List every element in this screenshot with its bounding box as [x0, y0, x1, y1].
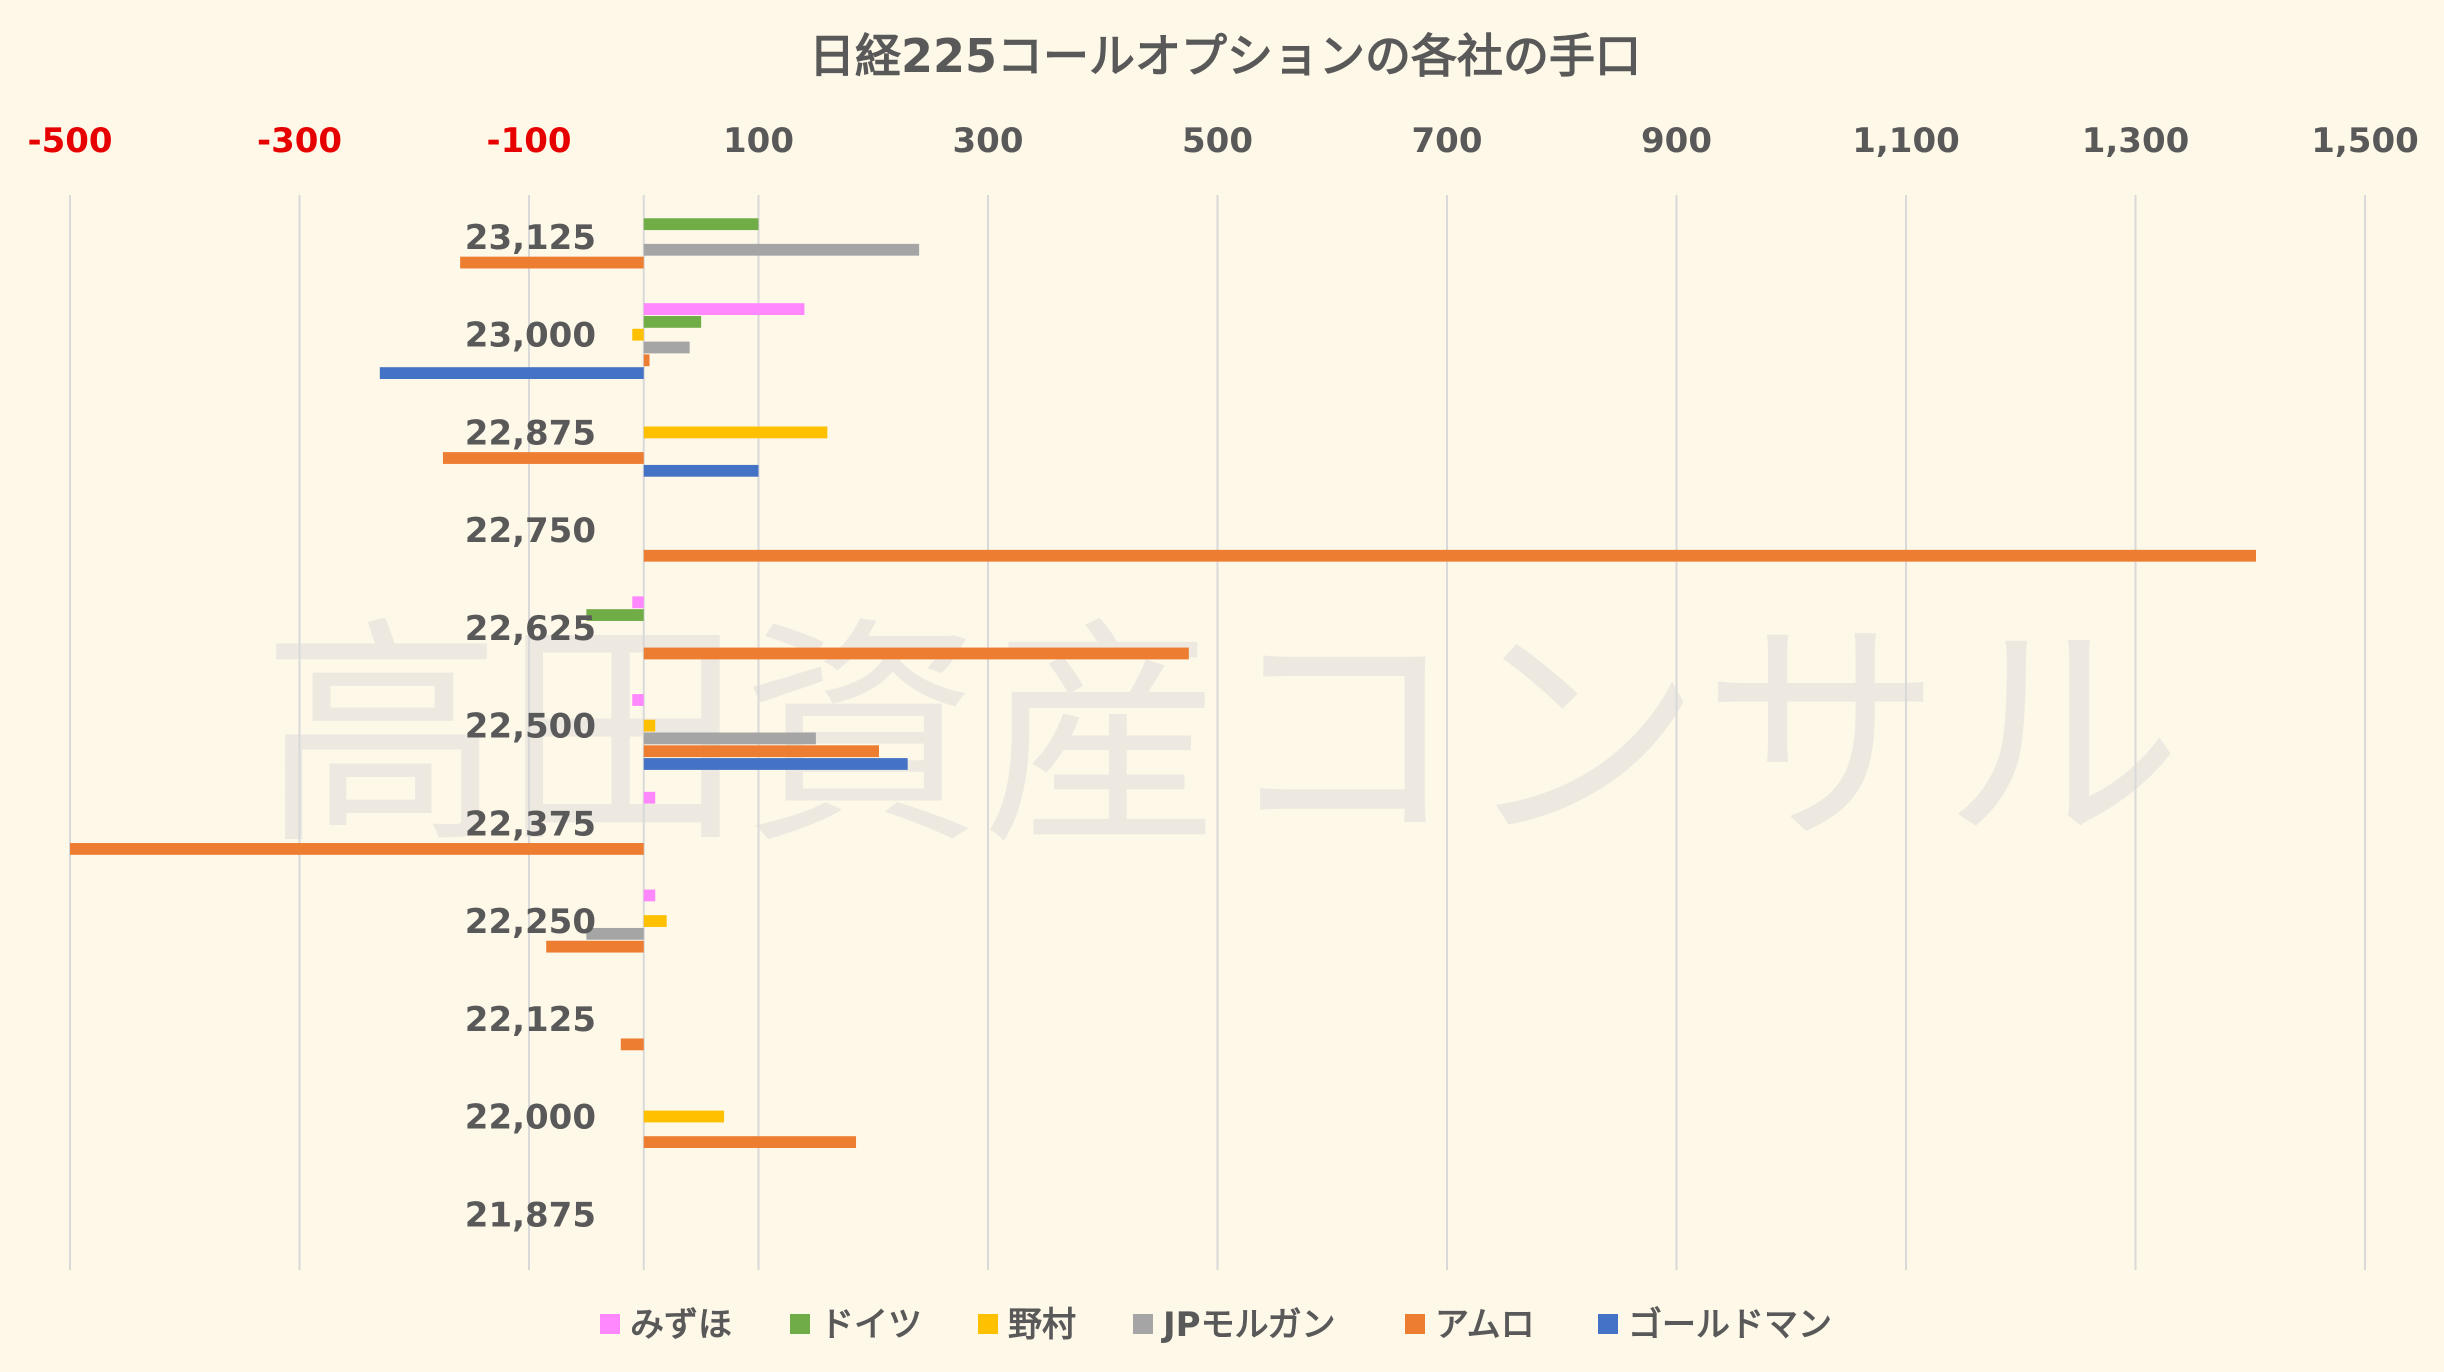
y-axis-ticks: 23,125 23,000 22,875 22,750 22,625 22,500 22,3… [465, 218, 596, 1235]
bar [643, 732, 816, 745]
bar [620, 1038, 644, 1051]
category-label: 22,125 [465, 1000, 596, 1040]
x-tick-label: 1,500 [2311, 121, 2419, 161]
legend-swatch [1405, 1314, 1425, 1334]
category-label: 22,375 [465, 804, 596, 844]
bar [643, 303, 805, 315]
x-tick-label: -100 [486, 121, 571, 161]
bar [643, 1110, 725, 1123]
bar [643, 758, 908, 770]
x-tick-label: -500 [27, 121, 112, 161]
category-label: 22,000 [465, 1098, 596, 1138]
legend-swatch [1133, 1314, 1153, 1334]
bar [643, 647, 1189, 660]
bar [460, 256, 644, 269]
legend-label: ドイツ [820, 1305, 922, 1345]
category-label: 23,000 [465, 316, 596, 356]
category-label: 22,250 [465, 902, 596, 942]
x-tick-label: 500 [1182, 121, 1253, 161]
category-label: 21,875 [465, 1195, 596, 1235]
legend-swatch [790, 1314, 810, 1334]
legend-label: ゴールドマン [1628, 1305, 1832, 1345]
bar [632, 694, 644, 706]
legend-label: アムロ [1435, 1305, 1535, 1345]
category-label: 22,625 [465, 609, 596, 649]
legend-swatch [1598, 1314, 1618, 1334]
bar [586, 609, 644, 621]
bar [643, 464, 759, 477]
category-label: 23,125 [465, 218, 596, 258]
bar [643, 243, 920, 256]
x-tick-label: 700 [1412, 121, 1483, 161]
bar [643, 354, 650, 367]
bar [70, 843, 644, 855]
x-tick-label: 1,100 [1852, 121, 1960, 161]
bar [643, 1136, 857, 1149]
bar [643, 315, 702, 328]
bar [643, 791, 656, 804]
x-tick-label: 900 [1641, 121, 1712, 161]
bar [643, 889, 656, 902]
bar [643, 549, 2256, 562]
bar [643, 426, 828, 439]
legend-label: みずほ [630, 1305, 732, 1345]
bar [442, 452, 644, 464]
bar [643, 341, 690, 354]
category-label: 22,500 [465, 707, 596, 747]
legend-swatch [978, 1314, 998, 1334]
x-tick-label: -300 [257, 121, 342, 161]
bar [632, 328, 644, 341]
x-tick-label: 1,300 [2082, 121, 2190, 161]
bar [546, 940, 644, 953]
chart-title: 日経225コールオプションの各社の手口 [809, 29, 1641, 83]
legend-label: 野村 [1008, 1305, 1076, 1345]
bar [379, 367, 644, 379]
category-label: 22,875 [465, 413, 596, 453]
bars [70, 218, 2256, 1149]
legend: みずほ ドイツ 野村 JPモルガン アムロ ゴールドマン [600, 1305, 1832, 1345]
legend-label: JPモルガン [1161, 1305, 1336, 1345]
x-tick-label: 100 [723, 121, 794, 161]
bar [643, 719, 656, 732]
x-axis-ticks: -500 -300 -100 100 300 500 700 900 1,100 1,300 1,5… [27, 121, 2418, 161]
x-tick-label: 300 [953, 121, 1024, 161]
bar [643, 745, 879, 758]
watermark: 高田資産コンサル [262, 597, 2182, 877]
legend-swatch [600, 1314, 620, 1334]
bar [643, 915, 667, 927]
bar [586, 927, 644, 940]
bar [632, 596, 644, 609]
bar [643, 218, 759, 231]
category-label: 22,750 [465, 511, 596, 551]
